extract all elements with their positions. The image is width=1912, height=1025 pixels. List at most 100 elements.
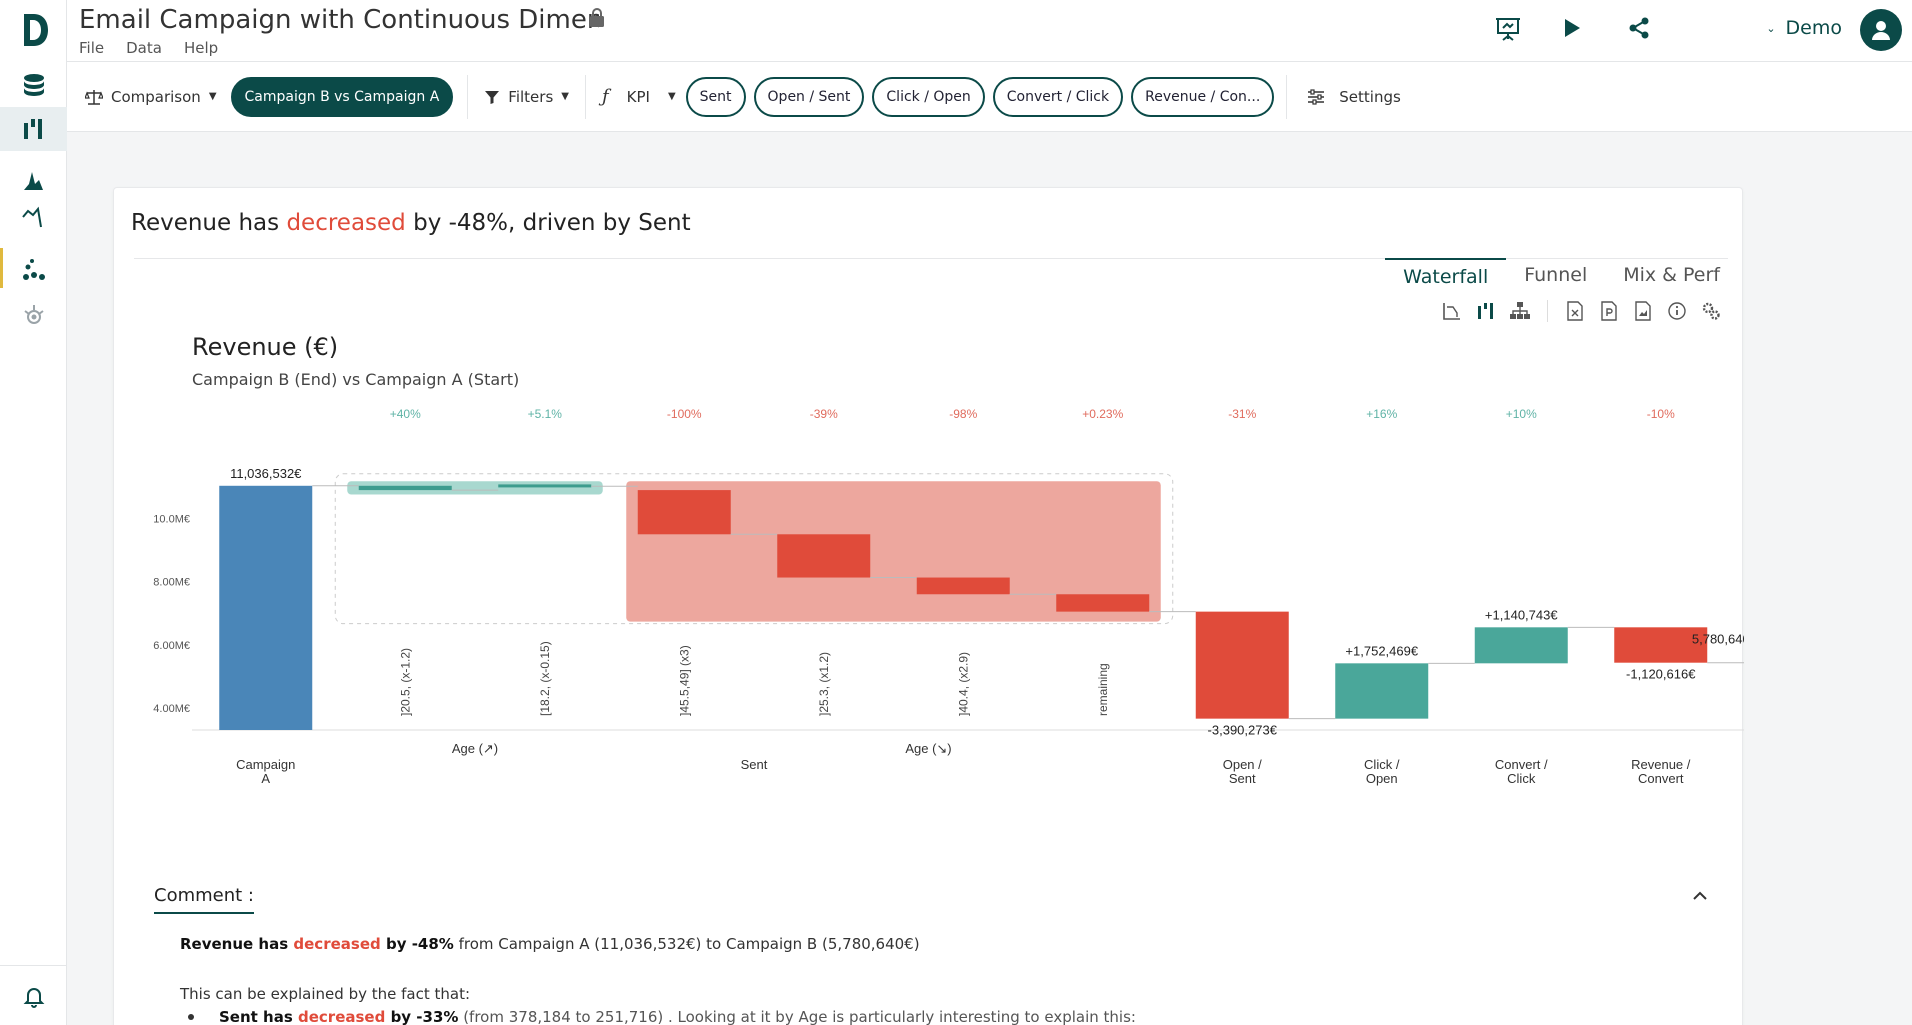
scatter-icon[interactable] (0, 248, 67, 292)
function-icon: ƒ (601, 86, 609, 107)
value-label: -1,120,616€ (1626, 667, 1696, 682)
tab-mix-perf[interactable]: Mix & Perf (1623, 264, 1720, 286)
settings-label: Settings (1339, 87, 1401, 106)
comparison-label: Comparison (111, 87, 201, 106)
comparison-value-pill[interactable]: Campaign B vs Campaign A (230, 76, 454, 117)
menu-data[interactable]: Data (126, 39, 162, 57)
comment-title: Comment : (154, 885, 254, 914)
kpi-pill-revenue-convert[interactable]: Revenue / Con... (1131, 76, 1275, 117)
waterfall-bar (1614, 627, 1708, 663)
kpi-pill-open-sent[interactable]: Open / Sent (753, 76, 865, 117)
waterfall-view-icon[interactable] (1475, 300, 1497, 322)
export-image-icon[interactable] (1632, 300, 1654, 322)
kpi-label: KPI (626, 87, 650, 106)
viz-toolbar (1441, 300, 1722, 322)
y-tick-label: 6.00M€ (153, 640, 190, 652)
group-label: Age (↘) (905, 741, 951, 756)
export-ppt-icon[interactable] (1598, 300, 1620, 322)
waterfall-nav-icon[interactable] (0, 107, 67, 151)
kpi-pill-click-open[interactable]: Click / Open (872, 76, 985, 117)
waterfall-bar (1195, 611, 1289, 719)
notifications-icon[interactable] (0, 965, 67, 1025)
app-logo[interactable] (18, 10, 50, 50)
kpi-pill-convert-click[interactable]: Convert / Click (992, 76, 1124, 117)
play-icon[interactable] (1561, 16, 1583, 40)
bullet (188, 1014, 194, 1020)
comment-negative: decreased (293, 935, 381, 953)
chart-title: Revenue (€) (192, 333, 339, 361)
comment-negative: decreased (298, 1008, 386, 1025)
user-menu[interactable]: ⌄ Demo (1766, 17, 1842, 39)
kpi-pill-sent[interactable]: Sent (685, 76, 746, 117)
waterfall-bar (358, 485, 452, 491)
tab-waterfall[interactable]: Waterfall (1385, 258, 1507, 294)
tab-funnel[interactable]: Funnel (1524, 264, 1588, 286)
sent-group-frame (334, 473, 1174, 625)
nav-accent (0, 248, 3, 288)
group-label: Age (↗) (452, 741, 498, 756)
hierarchy-icon[interactable] (1509, 300, 1531, 322)
export-excel-icon[interactable] (1564, 300, 1586, 322)
waterfall-bar (916, 577, 1010, 595)
age-down-group-highlight (626, 481, 1161, 622)
divider (1286, 74, 1288, 119)
waterfall-bar (498, 484, 592, 488)
menu-help[interactable]: Help (183, 39, 219, 57)
menu-file[interactable]: File (79, 39, 105, 57)
comment-text: Revenue has (180, 935, 294, 953)
chevron-up-icon[interactable] (1692, 887, 1708, 906)
waterfall-bar (1474, 627, 1568, 664)
category-label: Sent (1229, 771, 1256, 786)
category-label: Convert / (1495, 757, 1548, 772)
category-label: ]40.4, (x2.9) (956, 652, 970, 716)
divider (467, 74, 469, 119)
y-tick-label: 4.00M€ (153, 703, 190, 715)
settings-button[interactable]: Settings (1293, 77, 1411, 117)
caret-down-icon: ▼ (667, 91, 676, 102)
kpi-dropdown[interactable]: ƒ KPI ▼ (592, 77, 686, 117)
value-label: 11,036,532€ (230, 466, 302, 481)
toolbar: Comparison ▼ Campaign B vs Campaign A Fi… (67, 62, 1912, 132)
headline-post: by -48%, driven by Sent (405, 210, 691, 236)
value-label: 5,780,640€ (-5,255,892€) (1692, 632, 1744, 647)
category-label: Click (1507, 771, 1536, 786)
distribution-icon[interactable] (0, 158, 67, 202)
comparison-dropdown[interactable]: Comparison ▼ (75, 77, 227, 117)
delta-percent-label: -100% (667, 407, 702, 421)
category-label: Open / (1223, 757, 1262, 772)
balance-icon (85, 89, 103, 105)
waterfall-bar (1335, 663, 1429, 719)
delta-percent-label: +40% (390, 407, 421, 421)
delta-percent-label: -31% (1228, 407, 1256, 421)
comment-bullet: Sent has decreased by -33% (from 378,184… (219, 1008, 1136, 1025)
category-label: ]20.5, (x-1.2) (398, 648, 412, 716)
presentation-icon[interactable] (1495, 16, 1521, 42)
value-label: +1,140,743€ (1485, 607, 1558, 622)
filters-dropdown[interactable]: Filters ▼ (474, 77, 579, 117)
group-label: Sent (741, 757, 768, 772)
divider (584, 74, 586, 119)
delta-percent-label: +0.23% (1082, 407, 1123, 421)
waterfall-bar (637, 490, 731, 535)
ai-icon[interactable] (0, 294, 67, 338)
view-tabs: Waterfall Funnel Mix & Perf (1385, 258, 1738, 294)
value-label: -3,390,273€ (1208, 723, 1278, 738)
share-icon[interactable] (1627, 16, 1651, 40)
trend-icon[interactable] (0, 196, 67, 240)
lock-icon (590, 8, 604, 27)
avatar[interactable] (1860, 9, 1902, 51)
gears-icon[interactable] (1700, 300, 1722, 322)
y-tick-label: 10.0M€ (153, 514, 190, 526)
caret-down-icon: ▼ (561, 91, 569, 102)
waterfall-chart: 10.0M€ 8.00M€ 6.00M€ 4.00M€ 11,036,532€ Campa… (153, 407, 1744, 786)
main-menu: File Data Help (79, 39, 218, 57)
category-label: Revenue / (1631, 757, 1691, 772)
comment-summary: Revenue has decreased by -48% from Campa… (180, 935, 920, 953)
category-label: Convert (1638, 771, 1684, 786)
page-title[interactable]: Email Campaign with Continuous Dimens (79, 5, 599, 35)
info-icon[interactable] (1666, 300, 1688, 322)
data-icon[interactable] (0, 63, 67, 107)
axis-icon[interactable] (1441, 300, 1463, 322)
category-label: Open (1366, 771, 1398, 786)
category-label: [18.2, (x-0.15) (538, 641, 552, 716)
